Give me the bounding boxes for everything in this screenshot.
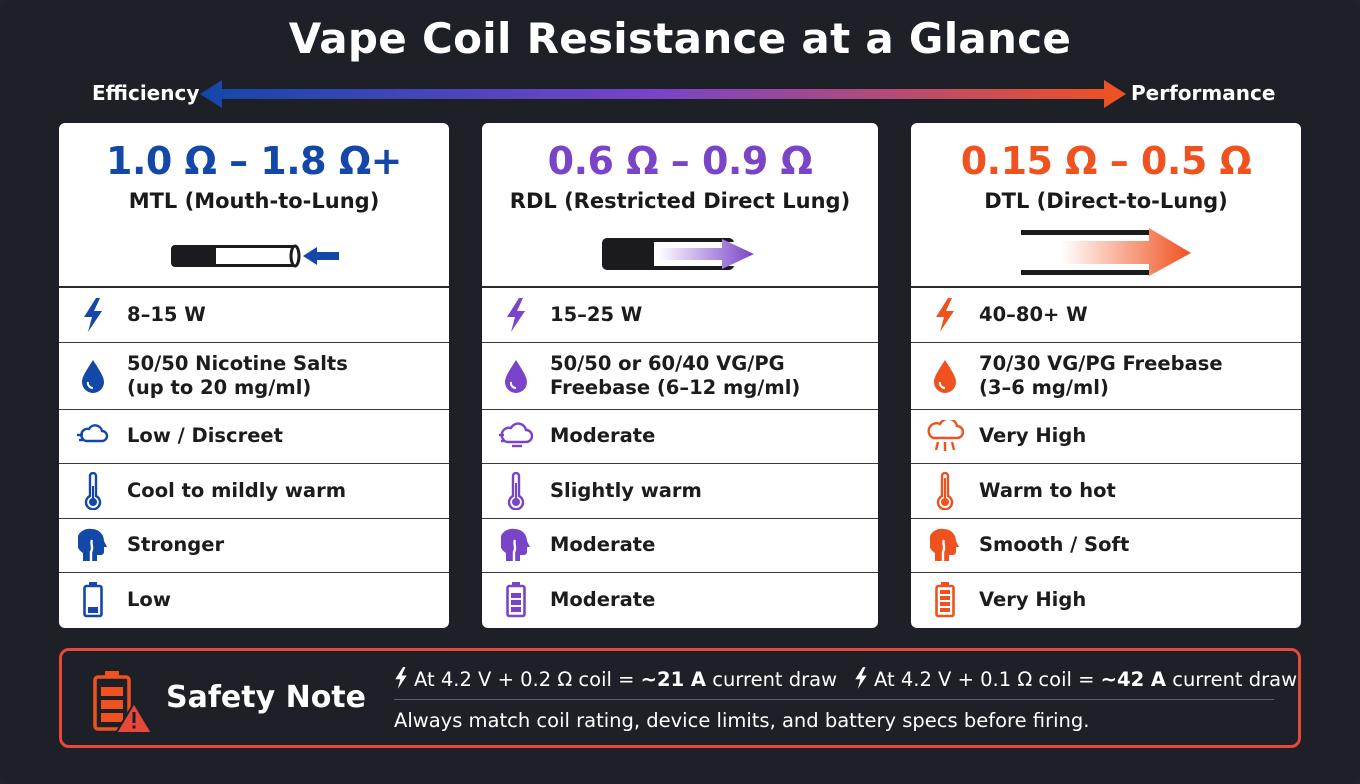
battery-usage-row: Low (59, 573, 449, 628)
temperature-row: Slightly warm (482, 464, 878, 519)
dtl-card-header: 0.15 Ω – 0.5 Ω DTL (Direct-to-Lung) (911, 123, 1301, 288)
temperature-value: Cool to mildly warm (127, 478, 347, 502)
safety-note-title: Safety Note (166, 680, 366, 715)
lightning-icon (395, 667, 407, 689)
eliquid-line-1: 50/50 or 60/40 VG/PG (550, 351, 785, 375)
dtl-card: 0.15 Ω – 0.5 Ω DTL (Direct-to-Lung) 40–8… (911, 123, 1301, 628)
vape-style-name: MTL (Mouth-to-Lung) (128, 189, 380, 213)
battery-warning-icon (93, 671, 152, 733)
wattage-row: 15–25 W (482, 288, 878, 343)
throat-hit-row: Moderate (482, 519, 878, 573)
thermometer-icon (84, 471, 102, 510)
eliquid-line-1: 70/30 VG/PG Freebase (979, 351, 1223, 375)
battery-usage-row: Moderate (482, 573, 878, 628)
throat-hit-row: Stronger (59, 519, 449, 573)
performance-label: Performance (1131, 81, 1276, 105)
dtl-airflow-icon (1021, 228, 1191, 276)
eliquid-line-1: 50/50 Nicotine Salts (127, 351, 348, 375)
wattage-value: 15–25 W (550, 302, 643, 326)
throat-hit-value: Moderate (550, 533, 656, 557)
safety-divider (394, 699, 1274, 700)
resistance-range: 0.15 Ω – 0.5 Ω (960, 139, 1252, 183)
wattage-value: 40–80+ W (979, 302, 1088, 326)
vapor-row: Moderate (482, 410, 878, 464)
rdl-card: 0.6 Ω – 0.9 Ω RDL (Restricted Direct Lun… (482, 123, 878, 628)
eliquid-row: 50/50 or 60/40 VG/PG Freebase (6–12 mg/m… (482, 343, 878, 410)
mtl-inhale-icon (171, 244, 339, 268)
eliquid-value: 50/50 or 60/40 VG/PG Freebase (6–12 mg/m… (550, 352, 800, 400)
eliquid-line-2: (up to 20 mg/ml) (127, 375, 312, 399)
wattage-value: 8–15 W (127, 302, 206, 326)
battery-usage-value: Very High (979, 588, 1087, 612)
lightning-icon (936, 297, 954, 332)
throat-head-icon (930, 529, 959, 562)
thermometer-icon (507, 471, 525, 510)
eliquid-value: 70/30 VG/PG Freebase (3–6 mg/ml) (979, 352, 1223, 400)
battery-usage-row: Very High (911, 573, 1301, 628)
safety-note-text: Always match coil rating, device limits,… (394, 709, 1090, 732)
current-draw-text: At 4.2 V + 0.1 Ω coil = (874, 668, 1101, 691)
wattage-row: 8–15 W (59, 288, 449, 343)
battery-icon (83, 582, 103, 618)
rdl-airflow-icon (602, 238, 754, 270)
drop-icon (505, 359, 527, 393)
throat-head-icon (78, 529, 107, 562)
mtl-card: 1.0 Ω – 1.8 Ω+ MTL (Mouth-to-Lung) 8–15 … (59, 123, 449, 628)
resistance-range: 1.0 Ω – 1.8 Ω+ (106, 139, 403, 183)
vapor-value: Very High (979, 424, 1087, 448)
current-draw-amps: ~21 A (640, 668, 707, 691)
current-draw-suffix: current draw (1166, 668, 1298, 691)
throat-hit-row: Smooth / Soft (911, 519, 1301, 573)
wattage-row: 40–80+ W (911, 288, 1301, 343)
vape-style-name: DTL (Direct-to-Lung) (984, 189, 1228, 213)
rdl-card-header: 0.6 Ω – 0.9 Ω RDL (Restricted Direct Lun… (482, 123, 878, 288)
current-draw-0-2-ohm: At 4.2 V + 0.2 Ω coil = ~21 A current dr… (394, 667, 837, 691)
eliquid-line-2: (3–6 mg/ml) (979, 375, 1109, 399)
thermometer-icon (936, 471, 954, 510)
current-draw-suffix: current draw (706, 668, 838, 691)
mtl-card-header: 1.0 Ω – 1.8 Ω+ MTL (Mouth-to-Lung) (59, 123, 449, 288)
eliquid-row: 70/30 VG/PG Freebase (3–6 mg/ml) (911, 343, 1301, 410)
vapor-cloud-icon (77, 424, 109, 443)
efficiency-label: Efficiency (92, 81, 200, 105)
throat-hit-value: Smooth / Soft (979, 533, 1130, 557)
throat-hit-value: Stronger (127, 533, 225, 557)
vapor-row: Very High (911, 410, 1301, 464)
current-draw-amps: ~42 A (1100, 668, 1167, 691)
current-draw-text: At 4.2 V + 0.2 Ω coil = (414, 668, 641, 691)
vapor-cloud-icon (927, 420, 964, 452)
current-draw-0-1-ohm: At 4.2 V + 0.1 Ω coil = ~42 A current dr… (854, 667, 1297, 691)
lightning-icon (84, 297, 102, 332)
temperature-row: Warm to hot (911, 464, 1301, 519)
vapor-value: Low / Discreet (127, 424, 283, 448)
safety-note-panel: Safety Note At 4.2 V + 0.2 Ω coil = ~21 … (59, 648, 1301, 748)
drop-icon (934, 359, 956, 393)
battery-usage-value: Moderate (550, 588, 656, 612)
throat-head-icon (501, 529, 530, 562)
page-title: Vape Coil Resistance at a Glance (288, 14, 1072, 63)
eliquid-line-2: Freebase (6–12 mg/ml) (550, 375, 801, 399)
lightning-icon (855, 667, 867, 689)
vapor-cloud-icon (499, 422, 534, 448)
eliquid-row: 50/50 Nicotine Salts (up to 20 mg/ml) (59, 343, 449, 410)
temperature-value: Slightly warm (550, 478, 702, 502)
efficiency-performance-arrow (200, 80, 1126, 108)
vapor-value: Moderate (550, 424, 656, 448)
vapor-row: Low / Discreet (59, 410, 449, 464)
eliquid-value: 50/50 Nicotine Salts (up to 20 mg/ml) (127, 352, 348, 400)
vape-style-name: RDL (Restricted Direct Lung) (509, 189, 851, 213)
temperature-row: Cool to mildly warm (59, 464, 449, 519)
lightning-icon (507, 297, 525, 332)
resistance-range: 0.6 Ω – 0.9 Ω (547, 139, 813, 183)
battery-usage-value: Low (127, 588, 171, 612)
temperature-value: Warm to hot (979, 478, 1116, 502)
drop-icon (82, 359, 104, 393)
battery-icon (935, 582, 955, 618)
battery-icon (506, 582, 526, 618)
